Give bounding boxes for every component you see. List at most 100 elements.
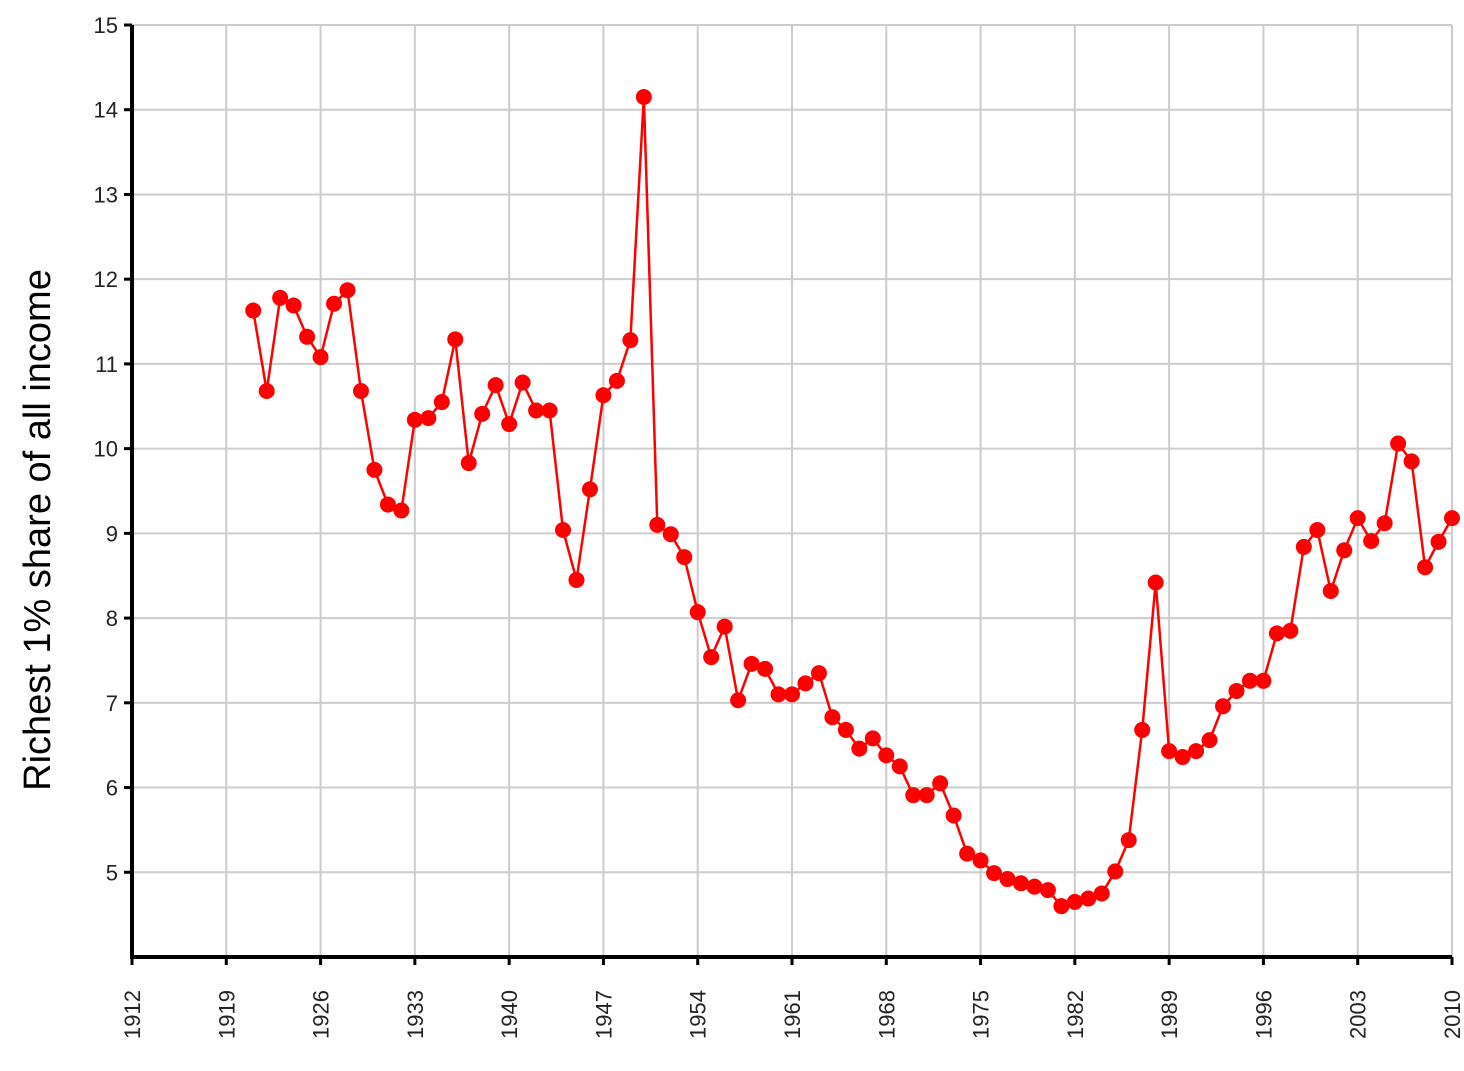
x-tick-label: 1933 [403,990,428,1039]
x-tick-label: 2003 [1346,990,1371,1039]
data-point [1322,582,1339,599]
data-point [1430,533,1447,550]
data-point [770,686,787,703]
x-tick-label: 1968 [874,990,899,1039]
data-point [541,402,558,419]
data-point [1066,893,1083,910]
data-point [1026,878,1043,895]
data-point [851,740,868,757]
data-point [1403,453,1420,470]
data-point [972,852,989,869]
series-line [251,96,1454,908]
data-point [986,865,1003,882]
data-point [662,526,679,543]
x-tick-label: 1926 [309,990,334,1039]
x-tick-label: 1982 [1063,990,1088,1039]
data-point [1012,875,1029,892]
data-point [1188,743,1205,760]
data-point [514,374,531,391]
data-point [1120,832,1137,849]
data-point [420,410,437,427]
x-tick-label: 1912 [120,990,145,1039]
data-point [1282,622,1299,639]
data-point [1295,538,1312,555]
data-point [1039,882,1056,899]
data-point [245,302,262,319]
data-point [891,758,908,775]
data-point [703,649,720,666]
data-point [501,416,518,433]
data-point [352,383,369,400]
data-point [824,709,841,726]
x-tick-label: 1947 [591,990,616,1039]
data-point [1215,698,1232,715]
data-point [932,775,949,792]
data-point [1417,559,1434,576]
data-point [581,481,598,498]
x-tick-label: 1940 [497,990,522,1039]
data-point [299,328,316,345]
data-point [810,665,827,682]
data-point [595,387,612,404]
y-tick-label: 6 [106,776,118,801]
y-tick-label: 15 [94,13,118,38]
data-point [784,686,800,703]
x-tick-label: 1961 [780,990,805,1039]
data-point [1174,749,1191,766]
data-point [285,297,302,314]
data-point [474,405,491,422]
y-tick-label: 10 [94,437,118,462]
x-tick-label: 1954 [686,990,711,1039]
data-point [837,721,854,738]
data-point [1053,898,1070,915]
data-point [379,496,396,513]
data-point [689,604,706,621]
data-point [730,692,747,709]
data-point [568,571,585,588]
data-point [460,455,477,472]
x-tick-label: 1989 [1157,990,1182,1039]
x-tick-label: 1919 [214,990,239,1039]
data-point [447,331,464,348]
data-point [918,787,935,804]
data-point [878,747,895,764]
data-point [999,871,1016,888]
data-point [1349,510,1366,527]
data-point [326,295,343,312]
data-point [622,332,639,349]
data-point [743,655,760,672]
data-point [1134,721,1151,738]
data-point [608,372,625,389]
y-tick-label: 9 [106,521,118,546]
y-tick-label: 14 [94,98,118,123]
data-point [1444,510,1460,527]
data-point [487,377,504,394]
y-tick-label: 5 [106,860,118,885]
data-point [864,730,881,747]
data-point [716,618,733,635]
x-tick-label: 1975 [969,990,994,1039]
data-point [272,289,289,306]
y-tick-label: 7 [106,691,118,716]
data-point [945,807,962,824]
data-point [635,89,652,106]
y-tick-label: 12 [94,267,118,292]
data-point [649,516,666,533]
y-tick-label: 13 [94,182,118,207]
data-point [1390,435,1407,452]
data-point [1093,885,1110,902]
data-point [1255,672,1272,689]
data-point [959,845,976,862]
data-point [676,549,693,566]
data-point [1309,521,1326,538]
data-point [1201,732,1218,749]
data-point [1241,672,1258,689]
data-point [1228,682,1245,699]
data-point [1147,574,1164,591]
data-point [1107,863,1124,880]
data-point [1161,743,1178,760]
data-point [312,349,329,366]
data-point [258,383,275,400]
y-tick-label: 11 [95,352,118,377]
